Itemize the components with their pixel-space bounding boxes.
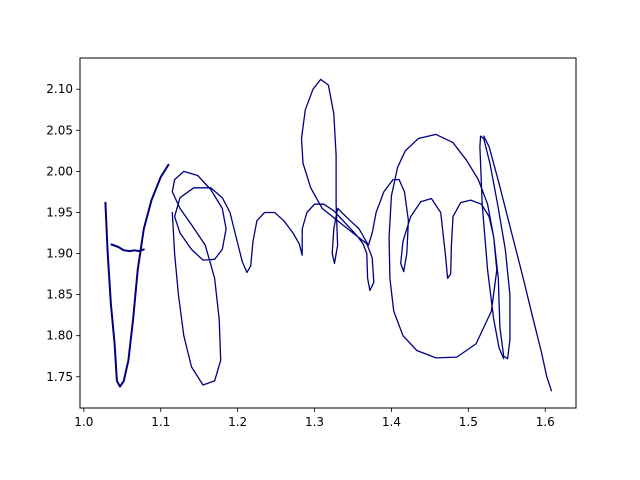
series-line-1 — [104, 163, 170, 388]
y-tick-label: 1.95 — [46, 205, 73, 219]
y-tick-label: 1.80 — [46, 329, 73, 343]
series-line-4 — [483, 135, 553, 392]
y-tick-label: 2.05 — [46, 123, 73, 137]
axes-frame — [79, 57, 577, 409]
y-tick-label: 1.85 — [46, 288, 73, 302]
series-line-3 — [171, 78, 511, 386]
x-tick-label: 1.3 — [305, 415, 324, 429]
y-tick-label: 1.90 — [46, 247, 73, 261]
y-tick-label: 2.00 — [46, 164, 73, 178]
y-tick-label: 1.75 — [46, 370, 73, 384]
series-lines — [104, 78, 553, 392]
x-tick-label: 1.5 — [459, 415, 478, 429]
x-tick-label: 1.6 — [536, 415, 555, 429]
y-axis: 1.75 1.80 1.85 1.90 1.95 2.00 2.05 2.10 — [46, 82, 80, 384]
x-axis: 1.0 1.1 1.2 1.3 1.4 1.5 1.6 — [74, 408, 555, 429]
x-tick-label: 1.1 — [151, 415, 170, 429]
x-tick-label: 1.4 — [382, 415, 401, 429]
x-tick-label: 1.2 — [228, 415, 247, 429]
x-tick-label: 1.0 — [74, 415, 93, 429]
y-tick-label: 2.10 — [46, 82, 73, 96]
series-line-2 — [110, 243, 145, 253]
